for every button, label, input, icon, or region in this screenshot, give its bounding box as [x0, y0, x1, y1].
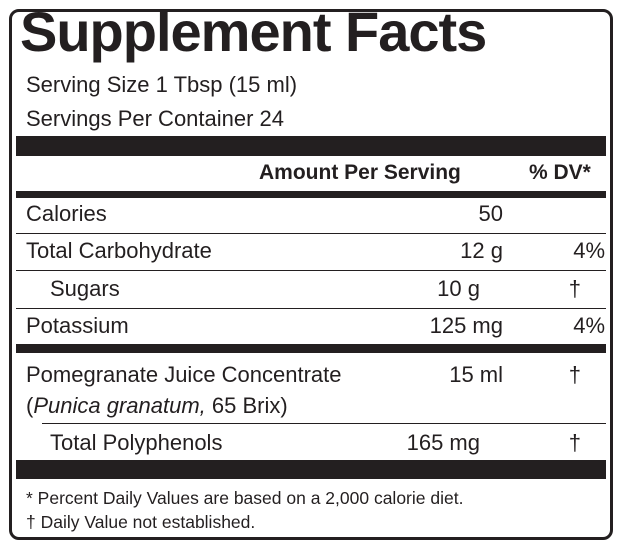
footnote-not-established: † Daily Value not established. — [26, 512, 256, 532]
row-divider — [16, 233, 606, 234]
medium-divider — [16, 191, 606, 198]
row-calories-name: Calories — [26, 201, 107, 226]
row-sugars-amount: 10 g — [437, 276, 480, 301]
supplement-facts-panel — [9, 9, 613, 540]
serving-size: Serving Size 1 Tbsp (15 ml) — [26, 72, 298, 97]
pomegranate-amount: 15 ml — [449, 362, 503, 387]
pomegranate-dv: † — [568, 362, 581, 387]
header-amount-per-serving: Amount Per Serving — [259, 161, 461, 184]
brix-value: 65 Brix) — [205, 393, 288, 418]
latin-name: Punica granatum, — [33, 393, 206, 418]
polyphenols-amount: 165 mg — [406, 430, 480, 455]
row-potassium-dv: 4% — [573, 313, 605, 338]
row-potassium-amount: 125 mg — [429, 313, 503, 338]
row-sugars-name: Sugars — [50, 276, 120, 301]
panel-title: Supplement Facts — [20, 0, 487, 63]
row-divider — [16, 308, 606, 309]
row-divider — [16, 270, 606, 271]
row-calories-amount: 50 — [478, 201, 503, 226]
pomegranate-name: Pomegranate Juice Concentrate — [26, 362, 342, 387]
row-total-carbohydrate-name: Total Carbohydrate — [26, 238, 212, 263]
row-potassium-name: Potassium — [26, 313, 129, 338]
medium-divider — [16, 344, 606, 353]
polyphenols-name: Total Polyphenols — [50, 430, 223, 455]
header-percent-dv: % DV* — [529, 161, 591, 184]
footnote-daily-values: * Percent Daily Values are based on a 2,… — [26, 488, 464, 508]
thick-divider-bottom — [16, 460, 606, 479]
row-divider — [42, 423, 606, 424]
row-sugars-dv: † — [568, 276, 581, 301]
polyphenols-dv: † — [568, 430, 581, 455]
row-total-carbohydrate-amount: 12 g — [460, 238, 503, 263]
row-total-carbohydrate-dv: 4% — [573, 238, 605, 263]
open-paren: ( — [26, 393, 34, 418]
pomegranate-latin-line: (Punica granatum, 65 Brix) — [26, 393, 288, 419]
servings-per-container: Servings Per Container 24 — [26, 106, 285, 131]
thick-divider-top — [16, 136, 606, 156]
